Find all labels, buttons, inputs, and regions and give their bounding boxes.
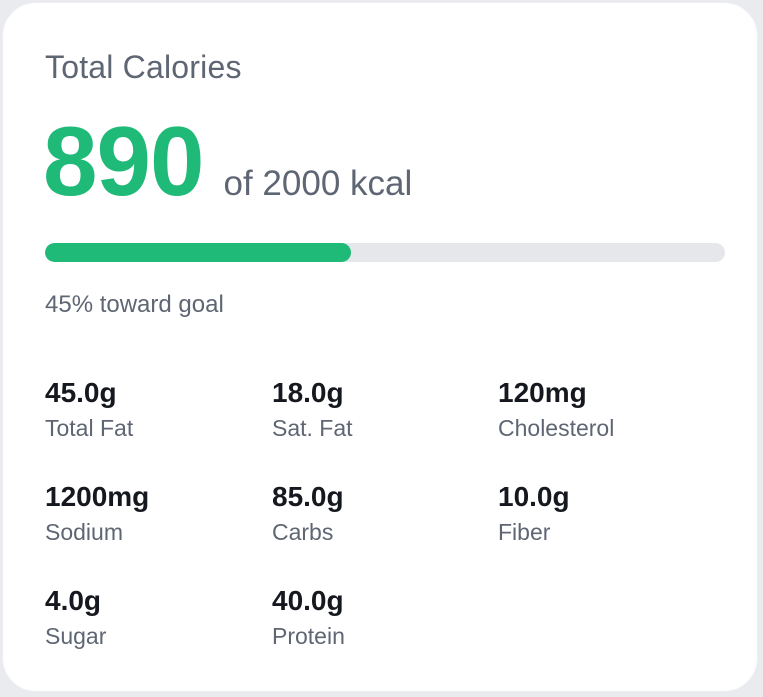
nutrient-label: Sat. Fat [272, 415, 353, 441]
nutrient-label: Cholesterol [498, 415, 615, 441]
nutrient-label: Protein [272, 623, 345, 649]
nutrient-protein: 40.0g Protein [272, 584, 492, 650]
nutrient-amount: 1200mg [45, 481, 150, 512]
nutrient-sodium: 1200mg Sodium [45, 480, 265, 546]
nutrient-carbs: 85.0g Carbs [272, 480, 492, 546]
nutrient-amount: 40.0g [272, 585, 344, 616]
nutrient-amount: 4.0g [45, 585, 102, 616]
nutrient-label: Carbs [272, 519, 334, 545]
card-title: Total Calories [45, 49, 242, 85]
nutrient-label: Total Fat [45, 415, 134, 441]
nutrient-sugar: 4.0g Sugar [45, 584, 265, 650]
nutrient-amount: 85.0g [272, 481, 344, 512]
calorie-goal-text: of 2000 kcal [223, 164, 413, 203]
progress-caption: 45% toward goal [45, 291, 224, 318]
calorie-value-row: 890 of 2000 kcal [43, 111, 412, 211]
nutrient-cholesterol: 120mg Cholesterol [498, 376, 718, 442]
nutrient-fiber: 10.0g Fiber [498, 480, 718, 546]
nutrient-sat-fat: 18.0g Sat. Fat [272, 376, 492, 442]
nutrient-label: Sugar [45, 623, 107, 649]
progress-bar-fill [45, 243, 351, 262]
nutrient-label: Sodium [45, 519, 123, 545]
nutrient-total-fat: 45.0g Total Fat [45, 376, 265, 442]
progress-bar [45, 243, 725, 262]
nutrient-amount: 120mg [498, 377, 587, 408]
calories-consumed: 890 [43, 106, 205, 216]
nutrient-label: Fiber [498, 519, 551, 545]
nutrient-amount: 10.0g [498, 481, 570, 512]
nutrient-amount: 45.0g [45, 377, 117, 408]
nutrient-amount: 18.0g [272, 377, 344, 408]
